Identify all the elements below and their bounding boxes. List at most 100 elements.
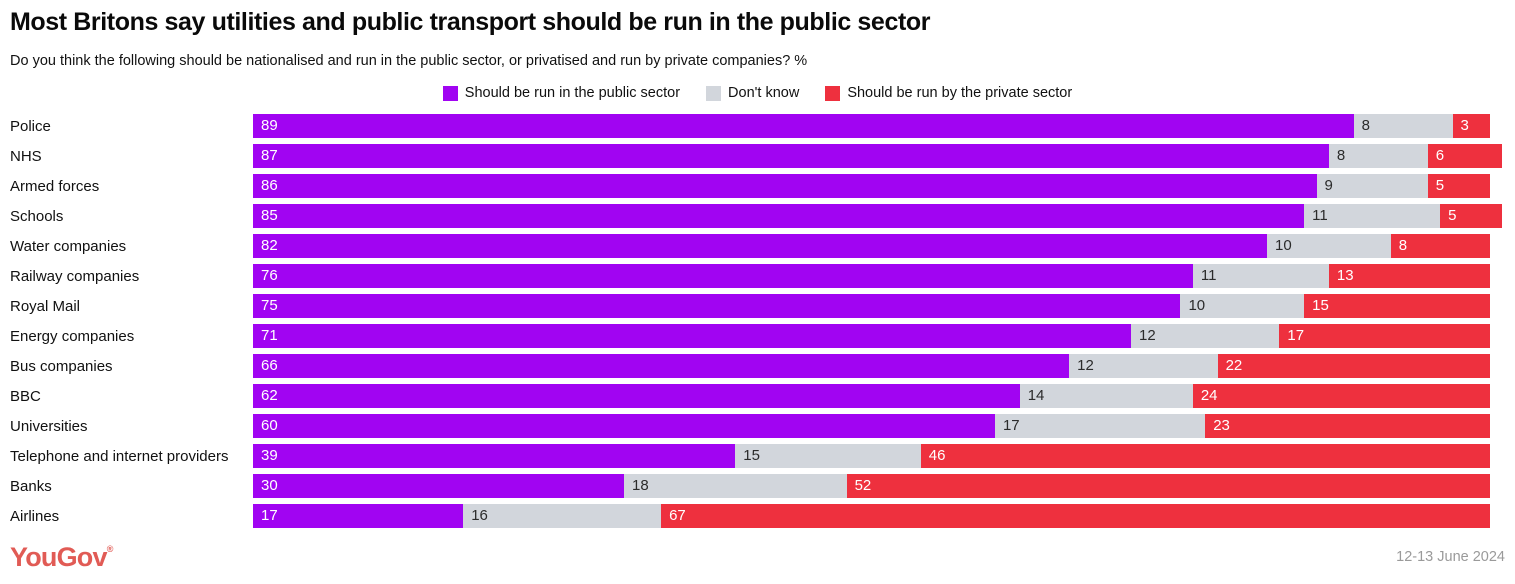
chart-row: Bus companies 66 12 22 [0,354,1502,378]
legend-item: Don't know [706,85,799,101]
bar-track: 89 8 3 [253,114,1502,138]
chart-row: Universities 60 17 23 [0,414,1502,438]
bar-segment-dont-know: 15 [735,444,921,468]
value-label: 10 [1275,237,1292,254]
value-label: 87 [261,147,278,164]
bar-track: 71 12 17 [253,324,1502,348]
bar-segment-private-sector: 46 [920,444,1490,468]
bar-segment-private-sector: 23 [1205,414,1490,438]
value-label: 66 [261,357,278,374]
value-label: 9 [1324,177,1333,194]
bar-track: 86 9 5 [253,174,1502,198]
bar-segment-dont-know: 8 [1328,144,1428,168]
bar-segment-public-sector: 62 [253,384,1020,408]
bar-segment-private-sector: 8 [1390,234,1490,258]
value-label: 10 [1188,297,1206,314]
bar-segment-private-sector: 67 [661,504,1490,528]
bar-segment-public-sector: 76 [253,264,1193,288]
bar-segment-dont-know: 14 [1019,384,1193,408]
date-label: 12-13 June 2024 [1396,549,1505,565]
value-label: 8 [1398,237,1408,254]
chart-row: Telephone and internet providers 39 15 46 [0,444,1502,468]
bar-segment-private-sector: 17 [1279,324,1490,348]
chart-row: Railway companies 76 11 13 [0,264,1502,288]
bar-segment-private-sector: 5 [1427,174,1490,198]
yougov-logo-text: YouGov [10,541,108,572]
yougov-logo: YouGov® [10,542,113,573]
value-label: 8 [1336,147,1346,164]
category-label: Airlines [10,507,60,525]
legend-item: Should be run by the private sector [825,85,1072,101]
bar-segment-dont-know: 11 [1304,204,1441,228]
bar-segment-public-sector: 85 [253,204,1305,228]
category-label: Energy companies [10,327,135,345]
bar-track: 39 15 46 [253,444,1502,468]
value-label: 46 [928,447,946,464]
chart-row: Armed forces 86 9 5 [0,174,1502,198]
chart-row: NHS 87 8 6 [0,144,1502,168]
category-label: Royal Mail [10,297,81,315]
category-label: BBC [10,387,41,405]
bar-segment-dont-know: 10 [1180,294,1305,318]
category-label: Water companies [10,237,127,255]
bar-segment-dont-know: 8 [1353,114,1453,138]
bar-segment-private-sector: 3 [1452,114,1490,138]
value-label: 11 [1200,267,1217,284]
value-label: 6 [1435,147,1445,164]
bar-segment-private-sector: 22 [1217,354,1490,378]
bar-segment-private-sector: 6 [1427,144,1502,168]
category-label: Telephone and internet providers [10,447,229,465]
bar-track: 76 11 13 [253,264,1502,288]
value-label: 60 [261,417,278,434]
bar-segment-public-sector: 66 [253,354,1070,378]
value-label: 15 [1312,297,1329,314]
bar-segment-private-sector: 24 [1192,384,1490,408]
value-label: 39 [261,447,278,464]
value-label: 85 [261,207,278,224]
value-label: 12 [1139,327,1156,344]
legend-label: Should be run by the private sector [847,85,1073,101]
bar-track: 66 12 22 [253,354,1502,378]
stacked-bar-chart: Police 89 8 3 NHS 87 8 6 Armed forces 86 9 5 Schools… [0,114,1515,528]
bar-track: 82 10 8 [253,234,1502,258]
bar-segment-private-sector: 15 [1304,294,1490,318]
value-label: 11 [1312,207,1328,224]
page-title: Most Britons say utilities and public tr… [10,8,931,36]
value-label: 17 [261,507,278,524]
value-label: 22 [1225,357,1243,374]
bar-segment-public-sector: 89 [253,114,1354,138]
chart-row: Banks 30 18 52 [0,474,1502,498]
value-label: 12 [1077,357,1094,374]
bar-segment-public-sector: 82 [253,234,1268,258]
bar-track: 85 11 5 [253,204,1502,228]
value-label: 86 [261,177,278,194]
category-label: Universities [10,417,88,435]
chart-row: Police 89 8 3 [0,114,1502,138]
registered-trademark-icon: ® [106,543,114,554]
bar-track: 30 18 52 [253,474,1502,498]
legend-swatch [442,85,458,101]
legend-swatch [825,85,841,101]
bar-segment-public-sector: 39 [253,444,736,468]
bar-segment-dont-know: 11 [1192,264,1329,288]
legend: Should be run in the public sector Don't … [0,85,1515,101]
value-label: 24 [1200,387,1218,404]
chart-row: Energy companies 71 12 17 [0,324,1502,348]
chart-row: Schools 85 11 5 [0,204,1502,228]
category-label: Schools [10,207,64,225]
value-label: 5 [1448,207,1457,224]
category-label: Armed forces [10,177,100,195]
bar-segment-private-sector: 5 [1440,204,1502,228]
bar-segment-public-sector: 86 [253,174,1317,198]
value-label: 76 [261,267,278,284]
value-label: 17 [1287,327,1305,344]
value-label: 3 [1460,117,1469,134]
bar-segment-dont-know: 9 [1316,174,1428,198]
bar-track: 62 14 24 [253,384,1502,408]
chart-row: Water companies 82 10 8 [0,234,1502,258]
legend-label: Don't know [728,85,800,101]
value-label: 18 [631,477,649,494]
chart-subtitle: Do you think the following should be nat… [10,53,808,69]
bar-segment-public-sector: 71 [253,324,1131,348]
category-label: Railway companies [10,267,140,285]
